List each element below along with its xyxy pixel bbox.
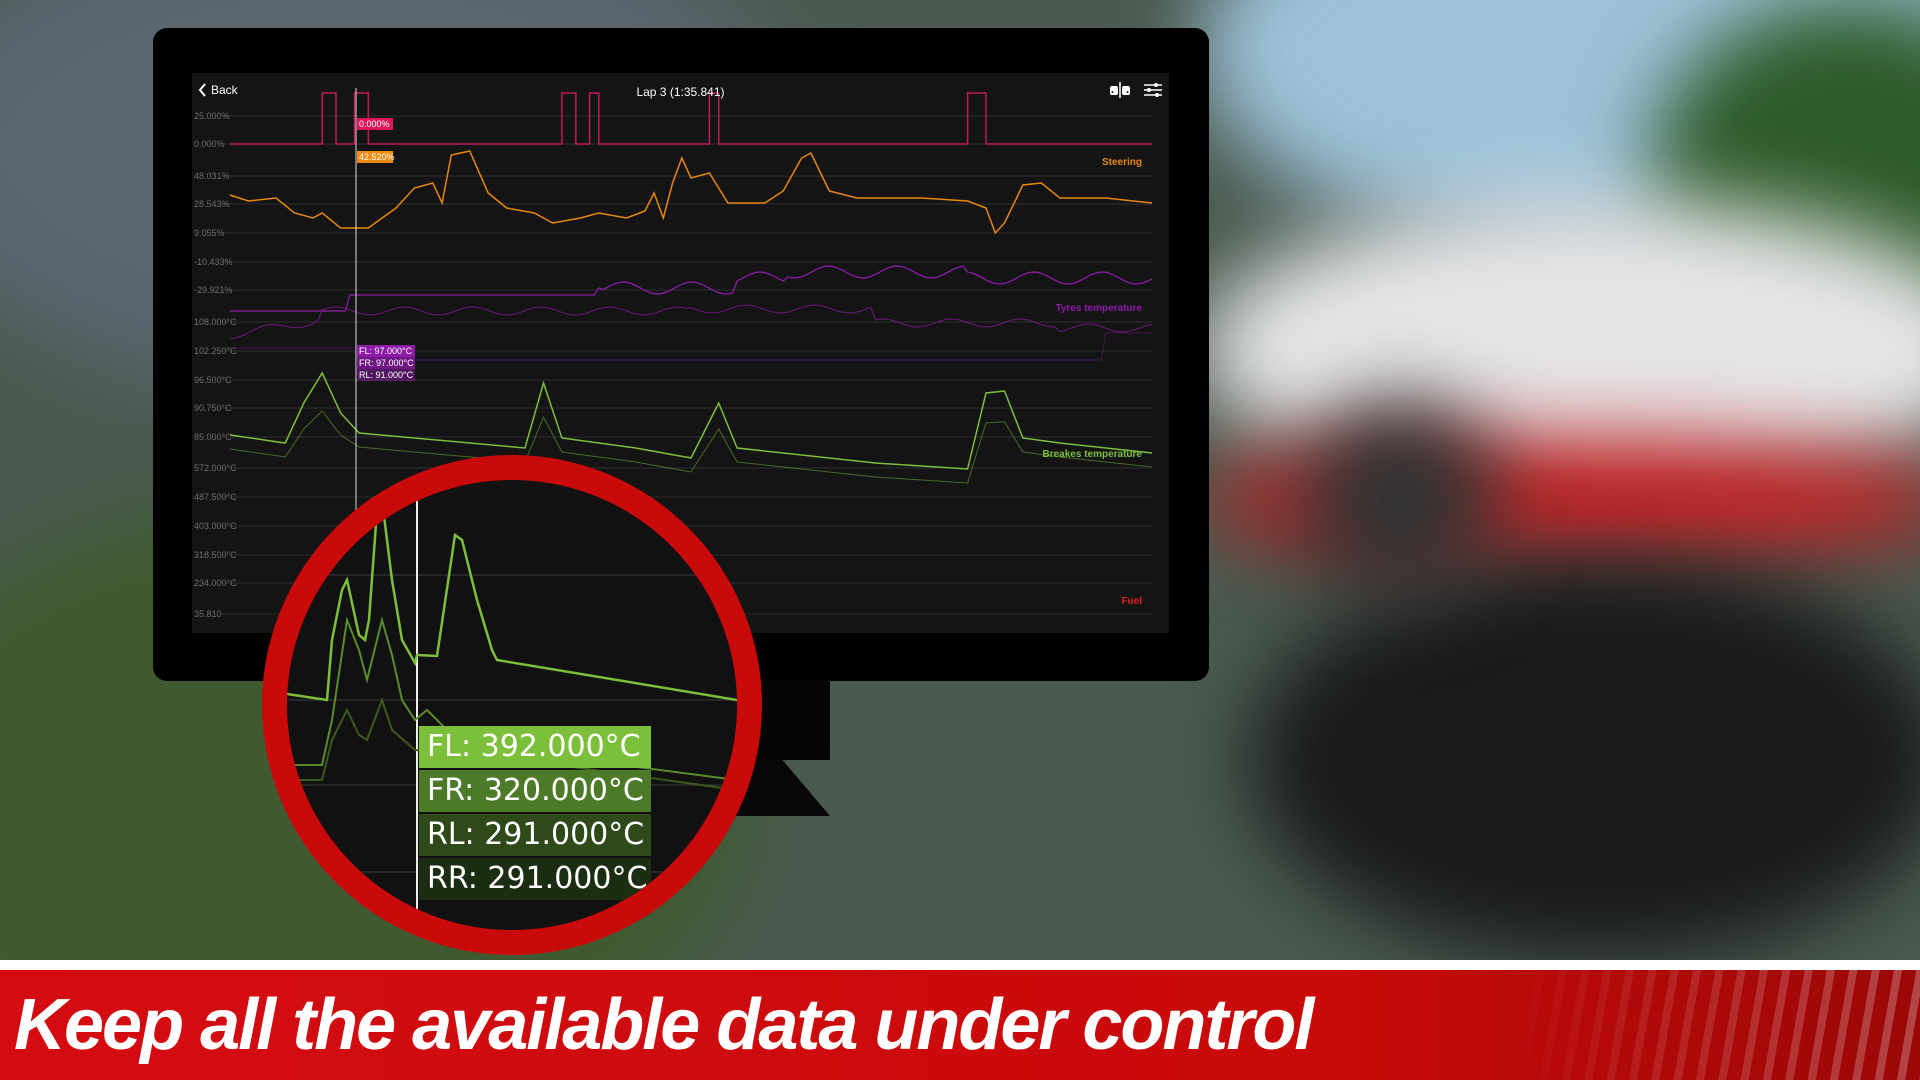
tooltip-box xyxy=(357,345,415,357)
steering-line xyxy=(229,150,1153,235)
axis-tick-label: 48.031% xyxy=(194,171,230,181)
axis-tick-label: 487.500°C xyxy=(194,492,237,502)
axis-tick-label: 28.543% xyxy=(194,199,230,209)
tyre-temp-fl-line xyxy=(230,265,1153,312)
magnifier-circle: FL: 392.000°C FR: 320.000°C RL: 291.000°… xyxy=(262,455,762,955)
axis-tick-label: 9.055% xyxy=(194,228,225,238)
tooltip-value: 0.000% xyxy=(359,119,390,129)
back-button[interactable]: Back xyxy=(198,83,238,97)
axis-tick-label: 90.750°C xyxy=(194,403,232,413)
sliders-icon[interactable] xyxy=(1143,81,1163,99)
mag-tooltip-fr: FR: 320.000°C xyxy=(419,770,651,812)
axis-tick-label: 85.000°C xyxy=(194,432,232,442)
tooltip-box xyxy=(357,357,415,369)
tooltip-value: RL: 91.000°C xyxy=(359,370,414,380)
series-label: Tyres temperature xyxy=(1055,303,1142,314)
tooltip-box xyxy=(357,151,393,163)
brake-temp-fl-line xyxy=(229,371,1153,470)
tyre-temp-fr-line xyxy=(229,304,1153,340)
mag-tooltip-rr: RR: 291.000°C xyxy=(419,858,651,900)
promo-banner: Keep all the available data under contro… xyxy=(0,960,1920,1080)
mag-tooltip-rl: RL: 291.000°C xyxy=(419,814,651,856)
chevron-left-icon xyxy=(198,83,206,97)
axis-tick-label: 0.000% xyxy=(194,139,225,149)
axis-tick-label: 96.500°C xyxy=(194,375,232,385)
axis-tick-label: 108.000°C xyxy=(194,317,237,327)
tooltip-value: FL: 97.000°C xyxy=(359,346,413,356)
throttle-line xyxy=(230,92,1152,145)
mag-tooltip-fl: FL: 392.000°C xyxy=(419,726,651,768)
axis-tick-label: -10.433% xyxy=(194,257,233,267)
axis-tick-label: 25.000% xyxy=(194,111,230,121)
tooltip-box xyxy=(357,118,393,130)
axis-tick-label: 234.000°C xyxy=(194,578,237,588)
tooltip-box xyxy=(357,369,415,381)
lap-title: Lap 3 (1:35.841) xyxy=(636,85,725,99)
tooltip-value: 42.520% xyxy=(359,152,395,162)
tooltip-value: FR: 97.000°C xyxy=(359,358,414,368)
car-compare-icon[interactable] xyxy=(1109,81,1131,99)
back-label: Back xyxy=(211,83,238,97)
axis-tick-label: 102.250°C xyxy=(194,346,237,356)
top-bar: Back Lap 3 (1:35.841) xyxy=(192,73,1169,109)
axis-tick-label: -29.921% xyxy=(194,285,233,295)
banner-text: Keep all the available data under contro… xyxy=(14,985,1314,1065)
brake-temp-fr-line xyxy=(229,410,1153,484)
axis-tick-label: 318.500°C xyxy=(194,550,237,560)
series-label: Breakes temperature xyxy=(1043,449,1143,460)
series-label: Fuel xyxy=(1121,596,1142,607)
brake-temp-fl-line xyxy=(287,495,737,702)
axis-tick-label: 403.000°C xyxy=(194,521,237,531)
axis-tick-label: 572.000°C xyxy=(194,463,237,473)
axis-tick-label: 35.810 xyxy=(194,609,222,619)
series-label: Steering xyxy=(1102,157,1142,168)
tyre-tread-decoration xyxy=(1500,970,1920,1080)
